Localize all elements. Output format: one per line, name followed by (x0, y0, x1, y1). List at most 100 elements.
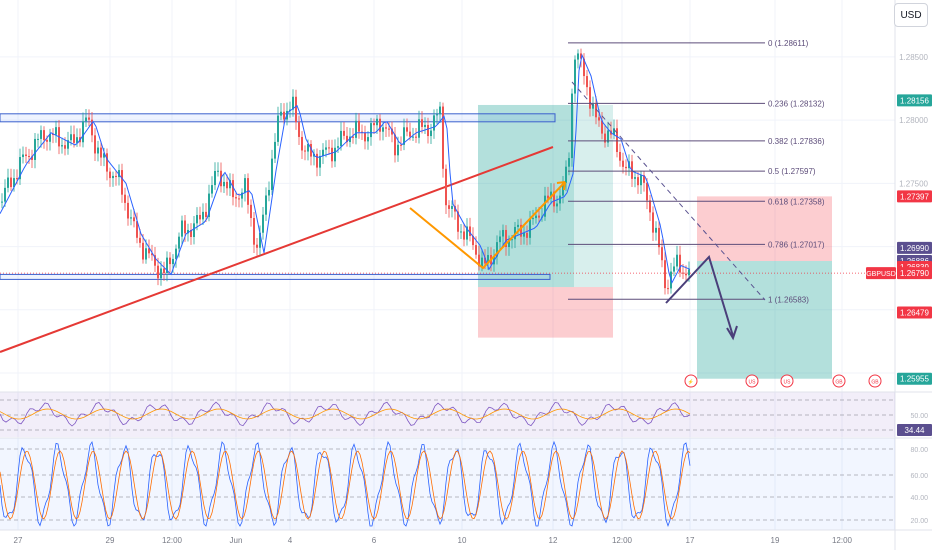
candle-body (52, 133, 54, 135)
candle-body (577, 53, 579, 60)
candle-body (529, 218, 531, 238)
time-axis-label: 17 (686, 536, 695, 545)
candle-body (517, 224, 519, 227)
candle-body (328, 147, 330, 149)
economic-event-flag: US (749, 380, 757, 386)
candle-body (181, 220, 183, 237)
price-tag (897, 306, 932, 319)
candle-body (343, 130, 345, 136)
candle-body (88, 117, 90, 120)
candle-body (523, 232, 525, 237)
candle-body (310, 143, 312, 157)
candle-body (268, 189, 270, 196)
candle-body (205, 211, 207, 218)
candle-body (457, 211, 459, 232)
candle-body (412, 136, 414, 138)
candle-body (448, 205, 450, 209)
fib-level-label: 1 (1.26583) (768, 295, 809, 304)
time-axis-label: 6 (372, 536, 377, 545)
stoch-axis-tick: 40.00 (910, 495, 928, 502)
candle-body (175, 248, 177, 259)
candle-body (604, 133, 606, 143)
candle-body (451, 206, 453, 209)
candle-body (436, 114, 438, 116)
candle-body (337, 146, 339, 148)
candle-body (499, 236, 501, 243)
candle-body (277, 115, 279, 142)
candle-body (304, 150, 306, 152)
candle-body (460, 231, 462, 233)
candle-body (46, 139, 48, 142)
candle-body (1, 201, 3, 203)
candle-body (241, 192, 243, 199)
candle-body (580, 53, 582, 59)
candle-body (142, 242, 144, 260)
orange-arrow-head (556, 181, 566, 191)
candle-body (361, 131, 363, 133)
candle-body (226, 181, 228, 189)
candle-body (346, 135, 348, 143)
red-trendline (0, 146, 554, 353)
candle-body (397, 144, 399, 156)
candle-body (7, 177, 9, 188)
candle-body (589, 87, 591, 109)
candle-body (646, 182, 648, 201)
price-tag-value: 1.26479 (900, 308, 929, 317)
candle-body (217, 170, 219, 172)
candle-body (505, 229, 507, 248)
candle-body (112, 175, 114, 179)
price-tag (897, 94, 932, 107)
economic-event-icon (832, 374, 846, 388)
currency-button[interactable]: USD (894, 3, 928, 27)
candle-body (91, 119, 93, 136)
candle-body (376, 118, 378, 126)
candle-body (607, 130, 609, 143)
candle-body (655, 227, 657, 233)
candle-body (235, 197, 237, 199)
candle-body (298, 122, 300, 137)
candle-body (439, 106, 441, 115)
candle-body (124, 194, 126, 203)
fib-level-label: 0.5 (1.27597) (768, 167, 816, 176)
candle-body (115, 175, 117, 178)
candle-body (415, 136, 417, 138)
candle-body (484, 257, 486, 264)
economic-event-flag: ⚡ (688, 379, 694, 386)
candle-body (130, 217, 132, 219)
candle-body (199, 214, 201, 220)
candle-body (244, 178, 246, 193)
candle-body (382, 127, 384, 132)
price-tag-value: 1.27397 (900, 192, 929, 201)
candle-body (40, 130, 42, 139)
candle-body (640, 175, 642, 186)
fib-level-label: 0.382 (1.27836) (768, 137, 825, 146)
economic-event-icon (684, 374, 698, 388)
candle-body (316, 153, 318, 168)
candle-body (370, 123, 372, 138)
candle-body (139, 237, 141, 243)
candle-body (172, 258, 174, 265)
candle-body (160, 268, 162, 279)
price-tag (897, 267, 932, 280)
candle-body (622, 160, 624, 167)
candle-body (64, 145, 66, 149)
candle-body (538, 215, 540, 218)
bar-countdown: 45:18 (904, 282, 925, 291)
candle-body (388, 128, 390, 130)
candle-body (424, 124, 426, 127)
candle-body (550, 191, 552, 199)
candle-body (100, 147, 102, 158)
candle-body (676, 254, 678, 267)
long-position-stop-zone (478, 287, 613, 338)
candle-body (340, 130, 342, 147)
candle-body (430, 130, 432, 137)
candle-body (253, 218, 255, 245)
candle-body (649, 200, 651, 213)
candle-body (559, 195, 561, 204)
candle-body (400, 144, 402, 146)
candle-body (190, 229, 192, 237)
candle-body (379, 118, 381, 132)
candle-body (211, 185, 213, 194)
